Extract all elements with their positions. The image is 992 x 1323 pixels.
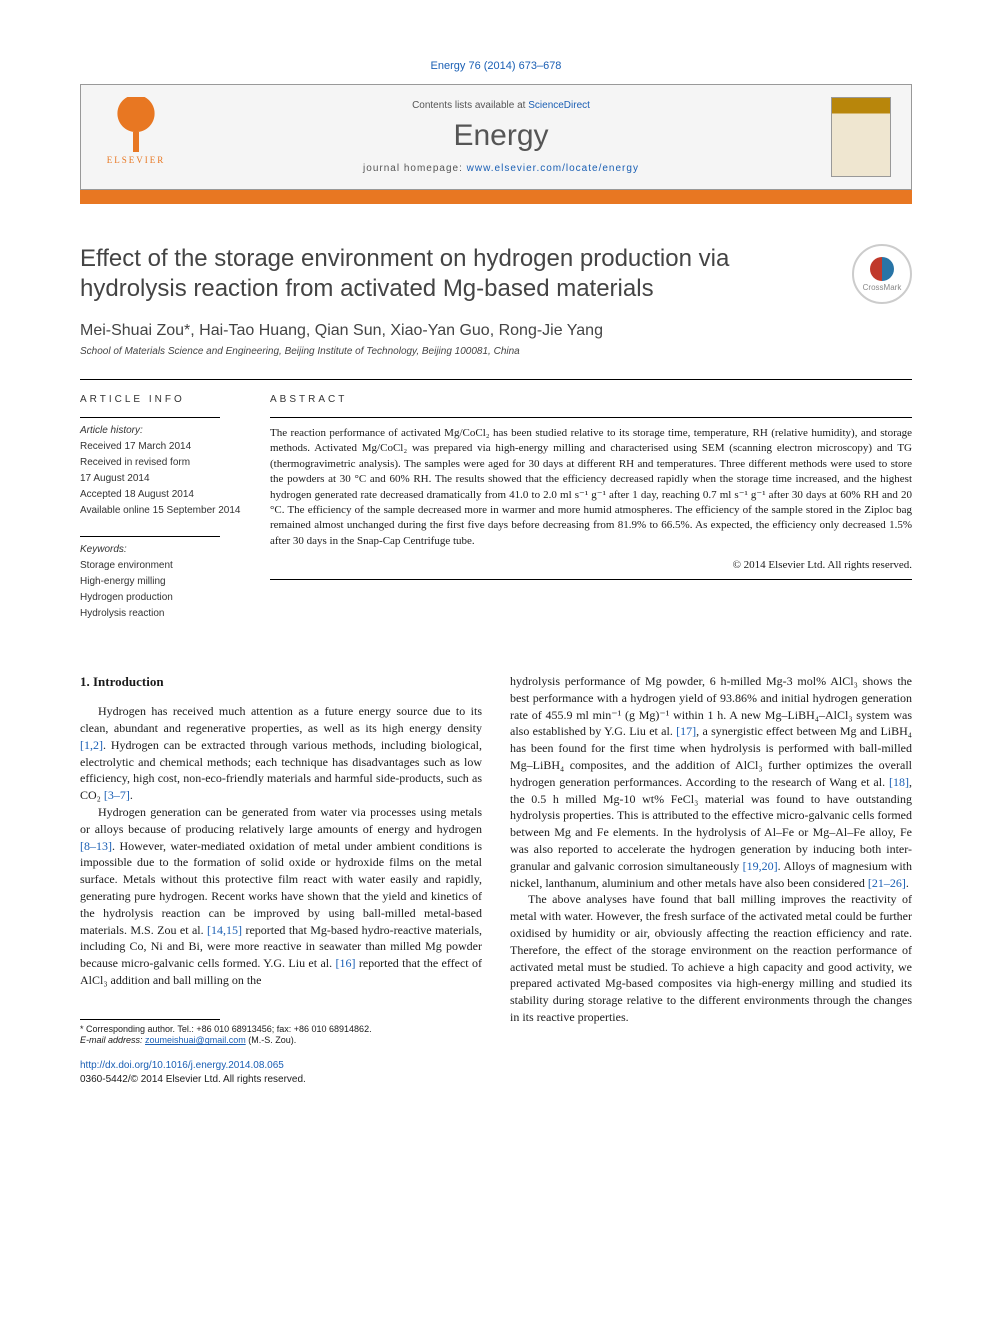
citation-ref[interactable]: [18] <box>889 775 909 789</box>
contents-list-line: Contents lists available at ScienceDirec… <box>171 100 831 111</box>
body-text-columns: 1. Introduction Hydrogen has received mu… <box>80 673 912 1087</box>
citation-ref[interactable]: [14,15] <box>207 923 242 937</box>
body-left-column: 1. Introduction Hydrogen has received mu… <box>80 673 482 1087</box>
elsevier-logo: ELSEVIER <box>101 97 171 177</box>
abstract-text: The reaction performance of activated Mg… <box>270 426 912 549</box>
citation-ref[interactable]: [8–13] <box>80 839 112 853</box>
citation-ref[interactable]: [3–7] <box>104 788 130 802</box>
citation-ref[interactable]: [1,2] <box>80 738 103 752</box>
body-right-column: hydrolysis performance of Mg powder, 6 h… <box>510 673 912 1087</box>
citation-ref[interactable]: [21–26] <box>868 876 906 890</box>
section-heading: 1. Introduction <box>80 673 482 691</box>
contents-prefix: Contents lists available at <box>412 100 528 111</box>
doi-link[interactable]: http://dx.doi.org/10.1016/j.energy.2014.… <box>80 1060 284 1071</box>
journal-header-box: ELSEVIER Contents lists available at Sci… <box>80 84 912 204</box>
abstract-heading: ABSTRACT <box>270 394 912 405</box>
keyword-item: Hydrogen production <box>80 591 246 605</box>
history-label: Article history: <box>80 424 246 438</box>
journal-name: Energy <box>171 119 831 153</box>
crossmark-icon <box>870 257 894 281</box>
footnote-separator <box>80 1019 220 1020</box>
article-info-heading: ARTICLE INFO <box>80 394 246 405</box>
history-online: Available online 15 September 2014 <box>80 504 246 518</box>
keyword-item: Hydrolysis reaction <box>80 607 246 621</box>
history-revised-date: 17 August 2014 <box>80 472 246 486</box>
keyword-item: High-energy milling <box>80 575 246 589</box>
email-line: E-mail address: zoumeishuai@gmail.com (M… <box>80 1035 482 1047</box>
homepage-prefix: journal homepage: <box>363 163 467 174</box>
header-accent-bar <box>80 190 912 204</box>
publisher-name: ELSEVIER <box>107 155 166 165</box>
email-suffix: (M.-S. Zou). <box>246 1035 297 1045</box>
corresponding-author-note: * Corresponding author. Tel.: +86 010 68… <box>80 1024 482 1036</box>
keywords-label: Keywords: <box>80 543 246 557</box>
history-received: Received 17 March 2014 <box>80 440 246 454</box>
author-email-link[interactable]: zoumeishuai@gmail.com <box>145 1035 246 1045</box>
citation-ref[interactable]: [19,20] <box>743 859 778 873</box>
journal-cover-thumbnail <box>831 97 891 177</box>
article-title: Effect of the storage environment on hyd… <box>80 244 832 304</box>
body-paragraph: The above analyses have found that ball … <box>510 891 912 1025</box>
author-list: Mei-Shuai Zou*, Hai-Tao Huang, Qian Sun,… <box>80 322 912 340</box>
citation-ref[interactable]: [17] <box>676 724 696 738</box>
abstract-column: ABSTRACT The reaction performance of act… <box>270 394 912 623</box>
body-paragraph: hydrolysis performance of Mg powder, 6 h… <box>510 673 912 891</box>
keyword-item: Storage environment <box>80 559 246 573</box>
abstract-copyright: © 2014 Elsevier Ltd. All rights reserved… <box>270 559 912 571</box>
sciencedirect-link[interactable]: ScienceDirect <box>528 100 590 111</box>
body-paragraph: Hydrogen generation can be generated fro… <box>80 804 482 989</box>
homepage-line: journal homepage: www.elsevier.com/locat… <box>171 163 831 174</box>
affiliation: School of Materials Science and Engineer… <box>80 346 912 357</box>
citation-ref[interactable]: [16] <box>335 956 355 970</box>
crossmark-badge[interactable]: CrossMark <box>852 244 912 304</box>
citation-line: Energy 76 (2014) 673–678 <box>80 60 912 72</box>
issn-copyright: 0360-5442/© 2014 Elsevier Ltd. All right… <box>80 1073 482 1087</box>
crossmark-label: CrossMark <box>863 283 902 292</box>
separator-rule <box>80 379 912 380</box>
article-info-column: ARTICLE INFO Article history: Received 1… <box>80 394 270 623</box>
body-paragraph: Hydrogen has received much attention as … <box>80 703 482 804</box>
history-revised-label: Received in revised form <box>80 456 246 470</box>
history-accepted: Accepted 18 August 2014 <box>80 488 246 502</box>
email-label: E-mail address: <box>80 1035 145 1045</box>
homepage-link[interactable]: www.elsevier.com/locate/energy <box>467 163 639 174</box>
